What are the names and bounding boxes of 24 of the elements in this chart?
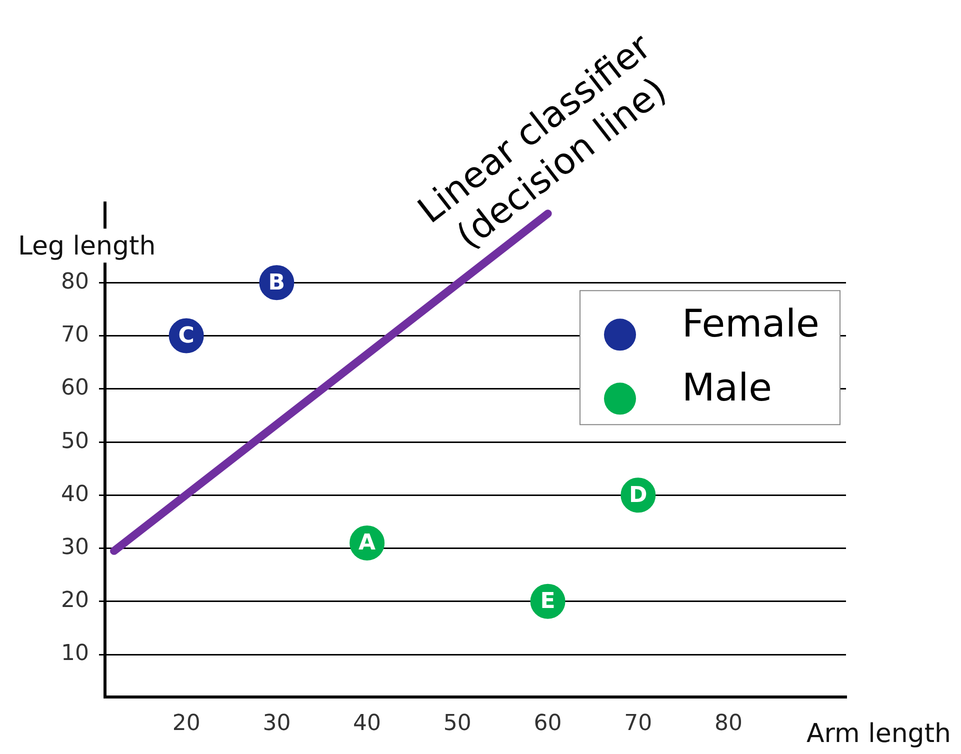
data-label: C [178,324,194,349]
x-tick-label: 40 [353,710,382,736]
y-tick-label: 80 [61,269,89,294]
data-label: B [268,270,286,296]
x-tick-label: 70 [624,710,652,736]
x-axis-title: Arm length [806,718,951,749]
y-tick-label: 50 [61,428,89,454]
y-tick-label: 60 [61,376,89,401]
x-tick-label: 50 [443,710,472,736]
x-tick-label: 30 [262,710,291,736]
x-tick-label: 60 [534,710,562,736]
y-tick-label: 10 [61,641,89,666]
x-tick-label: 80 [714,710,743,736]
y-tick-label: 30 [61,534,89,560]
data-label: A [358,530,376,556]
y-tick-label: 70 [61,322,89,348]
y-axis-title: Leg length [18,231,156,262]
legend-label: Female [682,302,820,346]
y-tick-label: 20 [61,588,89,614]
legend-label: Male [682,366,772,410]
data-label: D [629,482,648,508]
x-tick-label: 20 [172,710,200,736]
y-tick-label: 40 [61,482,89,507]
data-label: E [540,589,556,614]
